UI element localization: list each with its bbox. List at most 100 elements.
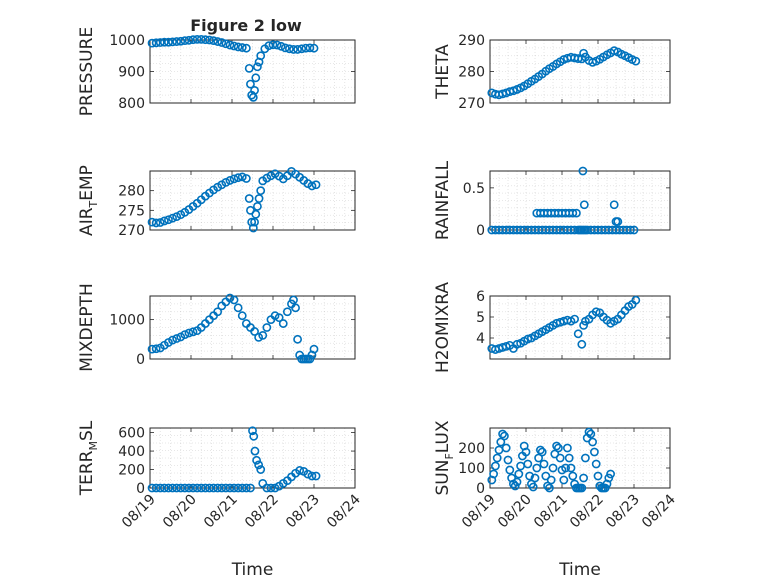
data-point [512, 339, 522, 349]
data-point [276, 41, 286, 51]
data-point [274, 313, 284, 323]
subplot-h2omixra: 4 5 6 H2OMIXRA [433, 282, 671, 373]
data-point [221, 39, 231, 49]
y-tick-label: 275 [118, 203, 145, 219]
data-point [568, 208, 578, 218]
data-point [159, 37, 169, 47]
data-point [262, 483, 272, 493]
data-point [225, 483, 235, 493]
data-point [606, 469, 615, 479]
data-point [164, 215, 173, 225]
data-point [631, 56, 641, 66]
y-tick-label: 5 [476, 310, 485, 326]
data-point [237, 172, 247, 182]
data-point [200, 35, 210, 45]
y-axis-label: AIRTEMP [77, 165, 100, 236]
data-point [284, 44, 294, 54]
data-point [168, 213, 177, 223]
y-tick-label: 600 [118, 426, 145, 442]
data-point [151, 38, 161, 48]
data-point [247, 217, 257, 227]
data-point [498, 429, 507, 439]
data-point [588, 437, 597, 447]
data-point [184, 35, 194, 45]
data-point [268, 40, 278, 50]
data-point [311, 471, 321, 481]
data-point [293, 45, 302, 54]
data-point [593, 471, 603, 481]
plot-area [149, 295, 356, 360]
data-point [229, 483, 239, 493]
data-point [188, 35, 198, 45]
data-point [572, 208, 581, 218]
data-point [192, 483, 202, 493]
data-point [554, 443, 563, 453]
subplot-theta: 270 280 290 THETA [433, 33, 671, 112]
data-point [505, 465, 515, 475]
data-point [256, 465, 266, 474]
y-tick-label: 900 [118, 65, 145, 81]
data-point [523, 334, 533, 344]
data-point [270, 483, 280, 493]
y-tick-label: 200 [118, 463, 145, 479]
y-tick-label: 280 [458, 65, 485, 81]
data-point [209, 36, 218, 46]
data-point [256, 51, 266, 61]
y-tick-label: 0 [476, 481, 485, 497]
data-point [501, 443, 511, 453]
data-point [293, 334, 302, 344]
y-axis-label: THETA [433, 44, 453, 100]
data-point [512, 477, 522, 487]
data-point [552, 441, 561, 451]
data-point [289, 45, 298, 54]
data-point [579, 473, 588, 483]
data-point [254, 194, 264, 203]
y-tick-label: 800 [118, 96, 145, 112]
y-tick-label: 400 [118, 444, 145, 460]
data-point [250, 327, 259, 336]
data-point [241, 174, 251, 183]
data-point [217, 38, 227, 47]
data-point [566, 463, 576, 473]
data-point [200, 483, 210, 493]
y-tick-label: 1000 [109, 33, 145, 49]
data-point [233, 483, 243, 493]
data-point [309, 43, 319, 53]
data-point [151, 218, 161, 228]
data-point [147, 483, 157, 493]
x-tick-label: 08/23 [283, 492, 323, 532]
data-point [253, 201, 262, 211]
data-point [251, 209, 261, 219]
plot-area [149, 39, 356, 104]
data-point [237, 311, 247, 321]
data-point [196, 483, 206, 493]
y-axis-label: H2OMIXRA [433, 282, 453, 373]
data-point [209, 483, 218, 493]
data-point [309, 344, 319, 354]
x-tick-label: 08/19 [459, 492, 499, 532]
data-point [591, 459, 601, 469]
data-point [307, 181, 317, 191]
data-point [266, 171, 276, 181]
y-tick-label: 0.5 [463, 181, 485, 197]
data-point [555, 453, 565, 463]
data-point [561, 463, 570, 473]
data-point [155, 38, 165, 47]
data-point [155, 218, 165, 227]
data-point [530, 473, 540, 483]
data-point [248, 426, 257, 436]
data-point [180, 36, 190, 46]
data-point [244, 63, 254, 73]
x-tick-label: 08/20 [495, 492, 535, 532]
data-point [233, 303, 243, 313]
data-point [250, 446, 260, 456]
data-point [229, 295, 239, 305]
data-point [584, 427, 594, 437]
data-point [151, 344, 161, 354]
data-point [184, 483, 194, 493]
data-point [578, 166, 588, 176]
data-point [291, 303, 300, 313]
data-point [489, 469, 498, 479]
data-point [266, 483, 276, 493]
